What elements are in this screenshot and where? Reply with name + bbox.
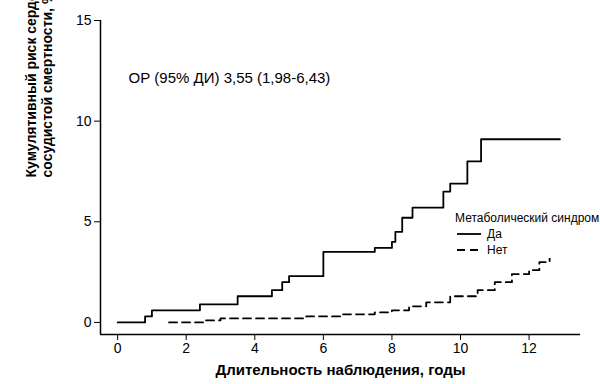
html-text:Нет: Нет xyxy=(487,243,508,257)
svg-text:2: 2 xyxy=(182,340,190,356)
svg-text:10: 10 xyxy=(453,340,469,356)
svg-text:ОР (95% ДИ) 3,55 (1,98-6,43): ОР (95% ДИ) 3,55 (1,98-6,43) xyxy=(129,69,331,86)
html-text:Да: Да xyxy=(487,227,502,241)
svg-text:10: 10 xyxy=(76,113,92,129)
svg-text:0: 0 xyxy=(114,340,122,356)
svg-text:8: 8 xyxy=(388,340,396,356)
svg-text:12: 12 xyxy=(521,340,537,356)
svg-text:5: 5 xyxy=(84,213,92,229)
svg-text:6: 6 xyxy=(319,340,327,356)
html-text:Метаболический синдром: Метаболический синдром xyxy=(455,211,600,225)
svg-text:0: 0 xyxy=(84,314,92,330)
svg-text:4: 4 xyxy=(251,340,259,356)
svg-text:15: 15 xyxy=(76,12,92,28)
svg-text:Кумулятивный риск сердечно-сос: Кумулятивный риск сердечно-сосудистой см… xyxy=(23,0,55,178)
svg-text:Длительность наблюдения, годы: Длительность наблюдения, годы xyxy=(216,361,466,378)
